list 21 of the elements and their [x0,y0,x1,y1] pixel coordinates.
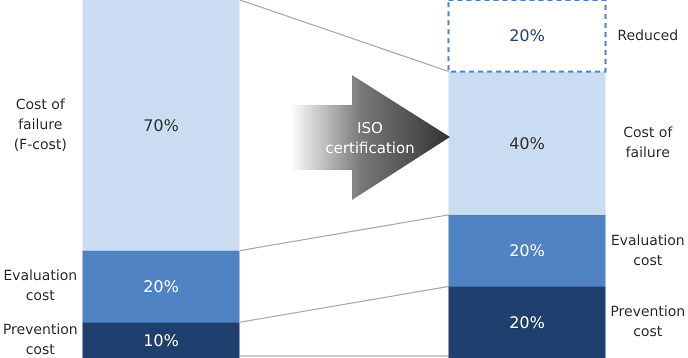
series-label: Cost of failure [622,124,674,164]
data-label: 20% [509,26,545,46]
data-label: 20% [143,276,179,296]
series-label: Reduced [617,26,678,46]
bar [448,214,606,286]
bar [82,0,240,251]
bar [448,286,606,358]
data-label: 20% [509,241,545,260]
series-label: Prevention cost [610,303,686,342]
data-label: 10% [143,330,179,350]
annotation: Evaluation cost [2,267,78,306]
annotation: Prevention cost [2,321,79,358]
bar [82,250,240,322]
bar [448,0,606,73]
data-label: 40% [509,134,545,153]
bar [82,322,240,358]
annotation: Cost of failure (F-cost) [12,96,68,156]
data-label: 20% [509,312,545,332]
data-label: 70% [143,116,179,135]
series-label: Evaluation cost [610,232,686,271]
annotation: ISO certification [324,118,416,158]
